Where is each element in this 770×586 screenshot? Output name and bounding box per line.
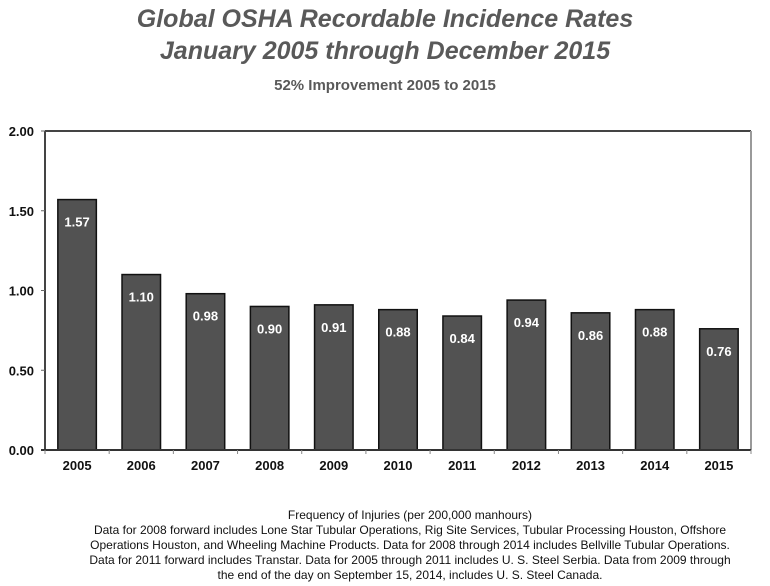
x-tick-label: 2015	[704, 458, 733, 473]
bar-2014	[634, 308, 675, 451]
data-label: 0.94	[514, 315, 540, 330]
x-axis-label: Frequency of Injuries (per 200,000 manho…	[287, 508, 533, 522]
y-tick-label: 1.50	[9, 204, 34, 219]
data-label: 0.76	[706, 344, 731, 359]
y-tick-label: 1.00	[9, 284, 34, 299]
y-tick-label: 0.00	[9, 443, 34, 458]
data-label: 0.91	[321, 320, 346, 335]
footnote-line: Data for 2008 forward includes Lone Star…	[93, 523, 727, 537]
data-label: 0.88	[385, 325, 410, 340]
chart-subtitle: 52% Improvement 2005 to 2015	[274, 77, 496, 94]
y-axis: 0.00 0.50 1.00 1.50 2.00	[9, 124, 752, 458]
footnote-line: Data for 2011 forward includes Transtar.…	[89, 553, 731, 567]
data-label: 1.10	[129, 290, 154, 305]
x-axis: 2005 2006 2007 2008 2009 2010 2011 2012 2013 2014…	[41, 449, 752, 473]
bar-2012	[506, 299, 547, 451]
bar-2008	[249, 305, 290, 451]
x-tick-label: 2007	[191, 458, 220, 473]
bar-2006	[121, 273, 162, 451]
data-label: 0.98	[193, 309, 218, 324]
bars: 1.57 1.10 0.98 0.90 0.91 0.88 0.84 0.94 0.86 0.88…	[57, 198, 739, 451]
footnote: Frequency of Injuries (per 200,000 manho…	[60, 508, 760, 583]
data-label: 1.57	[64, 215, 89, 230]
x-tick-label: 2010	[384, 458, 413, 473]
y-tick-label: 0.50	[9, 363, 34, 378]
bar-2005	[57, 198, 98, 451]
data-label: 0.90	[257, 321, 282, 336]
bar-2013	[570, 312, 611, 451]
chart-title-line2: January 2005 through December 2015	[159, 37, 611, 65]
x-tick-label: 2006	[127, 458, 156, 473]
data-label: 0.86	[578, 328, 603, 343]
bar-chart: 0.00 0.50 1.00 1.50 2.00 1.57 1.10 0.98 0.90 0.9…	[9, 124, 752, 473]
x-tick-label: 2008	[255, 458, 284, 473]
footnote-line: Operations Houston, and Wheeling Machine…	[90, 538, 730, 552]
data-label: 0.88	[642, 325, 667, 340]
x-tick-label: 2014	[640, 458, 670, 473]
bar-2011	[442, 315, 483, 451]
x-tick-label: 2005	[63, 458, 92, 473]
y-tick-label: 2.00	[9, 124, 34, 139]
data-label: 0.84	[450, 331, 476, 346]
x-tick-label: 2011	[448, 458, 476, 473]
x-tick-label: 2013	[576, 458, 605, 473]
x-tick-label: 2012	[512, 458, 541, 473]
x-tick-label: 2009	[319, 458, 348, 473]
chart-title: Global OSHA Recordable Incidence Rates	[136, 5, 634, 33]
footnote-line: the end of the day on September 15, 2014…	[217, 568, 603, 582]
